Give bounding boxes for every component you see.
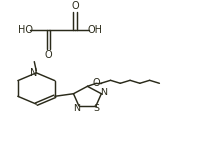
Text: N: N [30,68,37,77]
Text: N: N [72,104,80,113]
Text: S: S [93,104,99,113]
Text: N: N [100,89,107,97]
Text: HO: HO [18,25,33,35]
Text: O: O [71,1,79,11]
Text: O: O [92,78,100,88]
Text: O: O [44,50,52,60]
Text: OH: OH [88,25,102,35]
